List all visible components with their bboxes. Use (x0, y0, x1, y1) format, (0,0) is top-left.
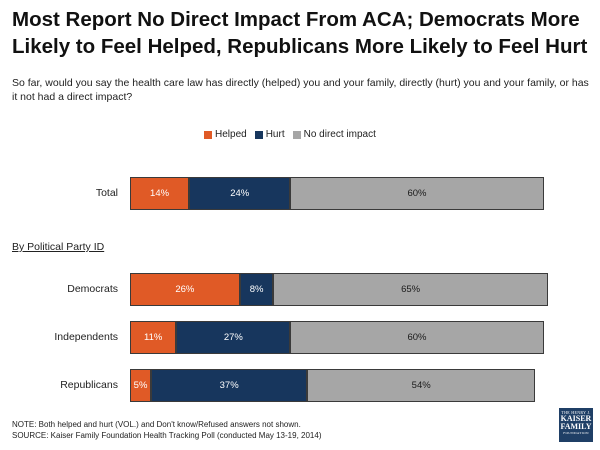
chart-title: Most Report No Direct Impact From ACA; D… (12, 8, 588, 58)
row-label-total: Total (95, 187, 118, 199)
legend-item-hurt: Hurt (254, 129, 285, 140)
legend: Helped Hurt No direct impact (204, 129, 384, 140)
bar-segment-hurt: 37% (151, 369, 308, 402)
bar-segment-hurt: 24% (189, 177, 291, 210)
footnote: NOTE: Both helped and hurt (VOL.) and Do… (12, 419, 321, 441)
data-label: 54% (411, 380, 431, 391)
data-label: 60% (407, 332, 427, 343)
data-label: 60% (407, 188, 427, 199)
legend-label-helped: Helped (215, 129, 247, 140)
logo-line: THE HENRY J. (561, 410, 591, 415)
logo-line: FOUNDATION (563, 431, 589, 435)
bar-segment-helped: 14% (130, 177, 190, 210)
data-label: 27% (223, 332, 243, 343)
legend-swatch-none (292, 130, 301, 139)
data-label: 14% (150, 188, 170, 199)
logo-line: KAISER (560, 414, 592, 423)
bar-segment-hurt: 27% (176, 321, 291, 354)
bar-segment-helped: 11% (130, 321, 177, 354)
data-label: 11% (144, 332, 163, 343)
bar-segment-none: 65% (273, 273, 548, 306)
legend-label-hurt: Hurt (265, 129, 285, 140)
legend-label-none: No direct impact (303, 129, 376, 140)
row-label-republicans: Republicans (60, 379, 118, 391)
section-label: By Political Party ID (12, 241, 105, 253)
logo-line: FAMILY (560, 422, 592, 431)
note-line: NOTE: Both helped and hurt (VOL.) and Do… (12, 420, 301, 429)
bar-segment-hurt: 8% (239, 273, 274, 306)
data-label: 26% (175, 284, 195, 295)
row-label-independents: Independents (54, 331, 118, 343)
bar-segment-none: 60% (290, 321, 544, 354)
data-label: 65% (401, 284, 421, 295)
kff-logo: THE HENRY J. KAISER FAMILY FOUNDATION (559, 408, 593, 442)
bar-segment-helped: 26% (130, 273, 240, 306)
legend-swatch-helped (204, 130, 212, 139)
bar-segment-none: 60% (290, 177, 544, 210)
survey-question: So far, would you say the health care la… (12, 77, 589, 103)
data-label: 5% (133, 380, 148, 391)
legend-item-none: No direct impact (292, 129, 376, 140)
data-label: 24% (230, 188, 250, 199)
data-label: 8% (249, 284, 264, 295)
bar-segment-none: 54% (307, 369, 536, 402)
legend-item-helped: Helped (204, 129, 247, 140)
bar-segment-helped: 5% (130, 369, 152, 402)
source-line: SOURCE: Kaiser Family Foundation Health … (12, 431, 322, 440)
data-label: 37% (219, 380, 239, 391)
legend-swatch-hurt (254, 130, 263, 139)
row-label-democrats: Democrats (67, 283, 118, 295)
